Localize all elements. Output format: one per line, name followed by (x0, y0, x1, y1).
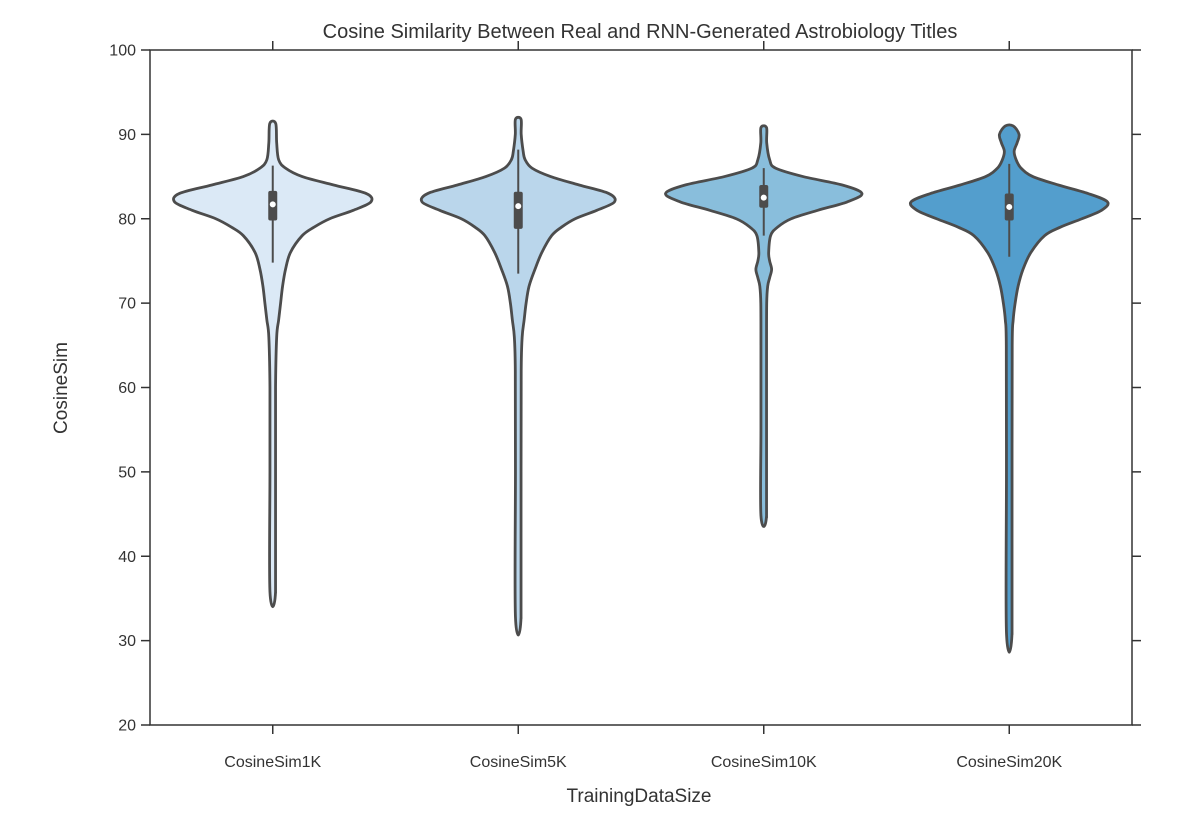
y-tick-label: 100 (109, 43, 136, 60)
y-tick-label: 70 (118, 296, 136, 313)
y-tick-label: 20 (118, 718, 136, 735)
x-tick-label: CosineSim1K (224, 754, 321, 771)
violin-iqr-box (513, 191, 523, 229)
y-tick-label: 60 (118, 380, 136, 397)
y-axis-label: CosineSim (51, 342, 72, 434)
violin-body (909, 123, 1110, 654)
violin-body (172, 119, 374, 609)
y-tick-label: 30 (118, 633, 136, 650)
x-axis: CosineSim1K CosineSim5K CosineSim10K Cosine… (224, 41, 1062, 771)
violin-median-dot (515, 203, 522, 210)
chart-title: Cosine Similarity Between Real and RNN-G… (323, 21, 958, 43)
violin-body (664, 124, 864, 528)
x-axis-label: TrainingDataSize (566, 786, 711, 807)
violin-layer (172, 115, 1110, 654)
x-tick-label: CosineSim20K (956, 754, 1062, 771)
violin-body (419, 115, 617, 637)
violin-median-dot (269, 201, 276, 208)
y-axis: 20 30 40 50 60 70 80 90 100 (109, 43, 1141, 735)
y-tick-label: 50 (118, 464, 136, 481)
x-tick-label: CosineSim5K (470, 754, 567, 771)
y-tick-label: 90 (118, 127, 136, 144)
x-tick-label: CosineSim10K (711, 754, 817, 771)
y-tick-label: 40 (118, 549, 136, 566)
plot-frame (149, 49, 1133, 726)
violin-median-dot (760, 194, 767, 201)
violin-median-dot (1006, 203, 1013, 210)
y-tick-label: 80 (118, 211, 136, 228)
